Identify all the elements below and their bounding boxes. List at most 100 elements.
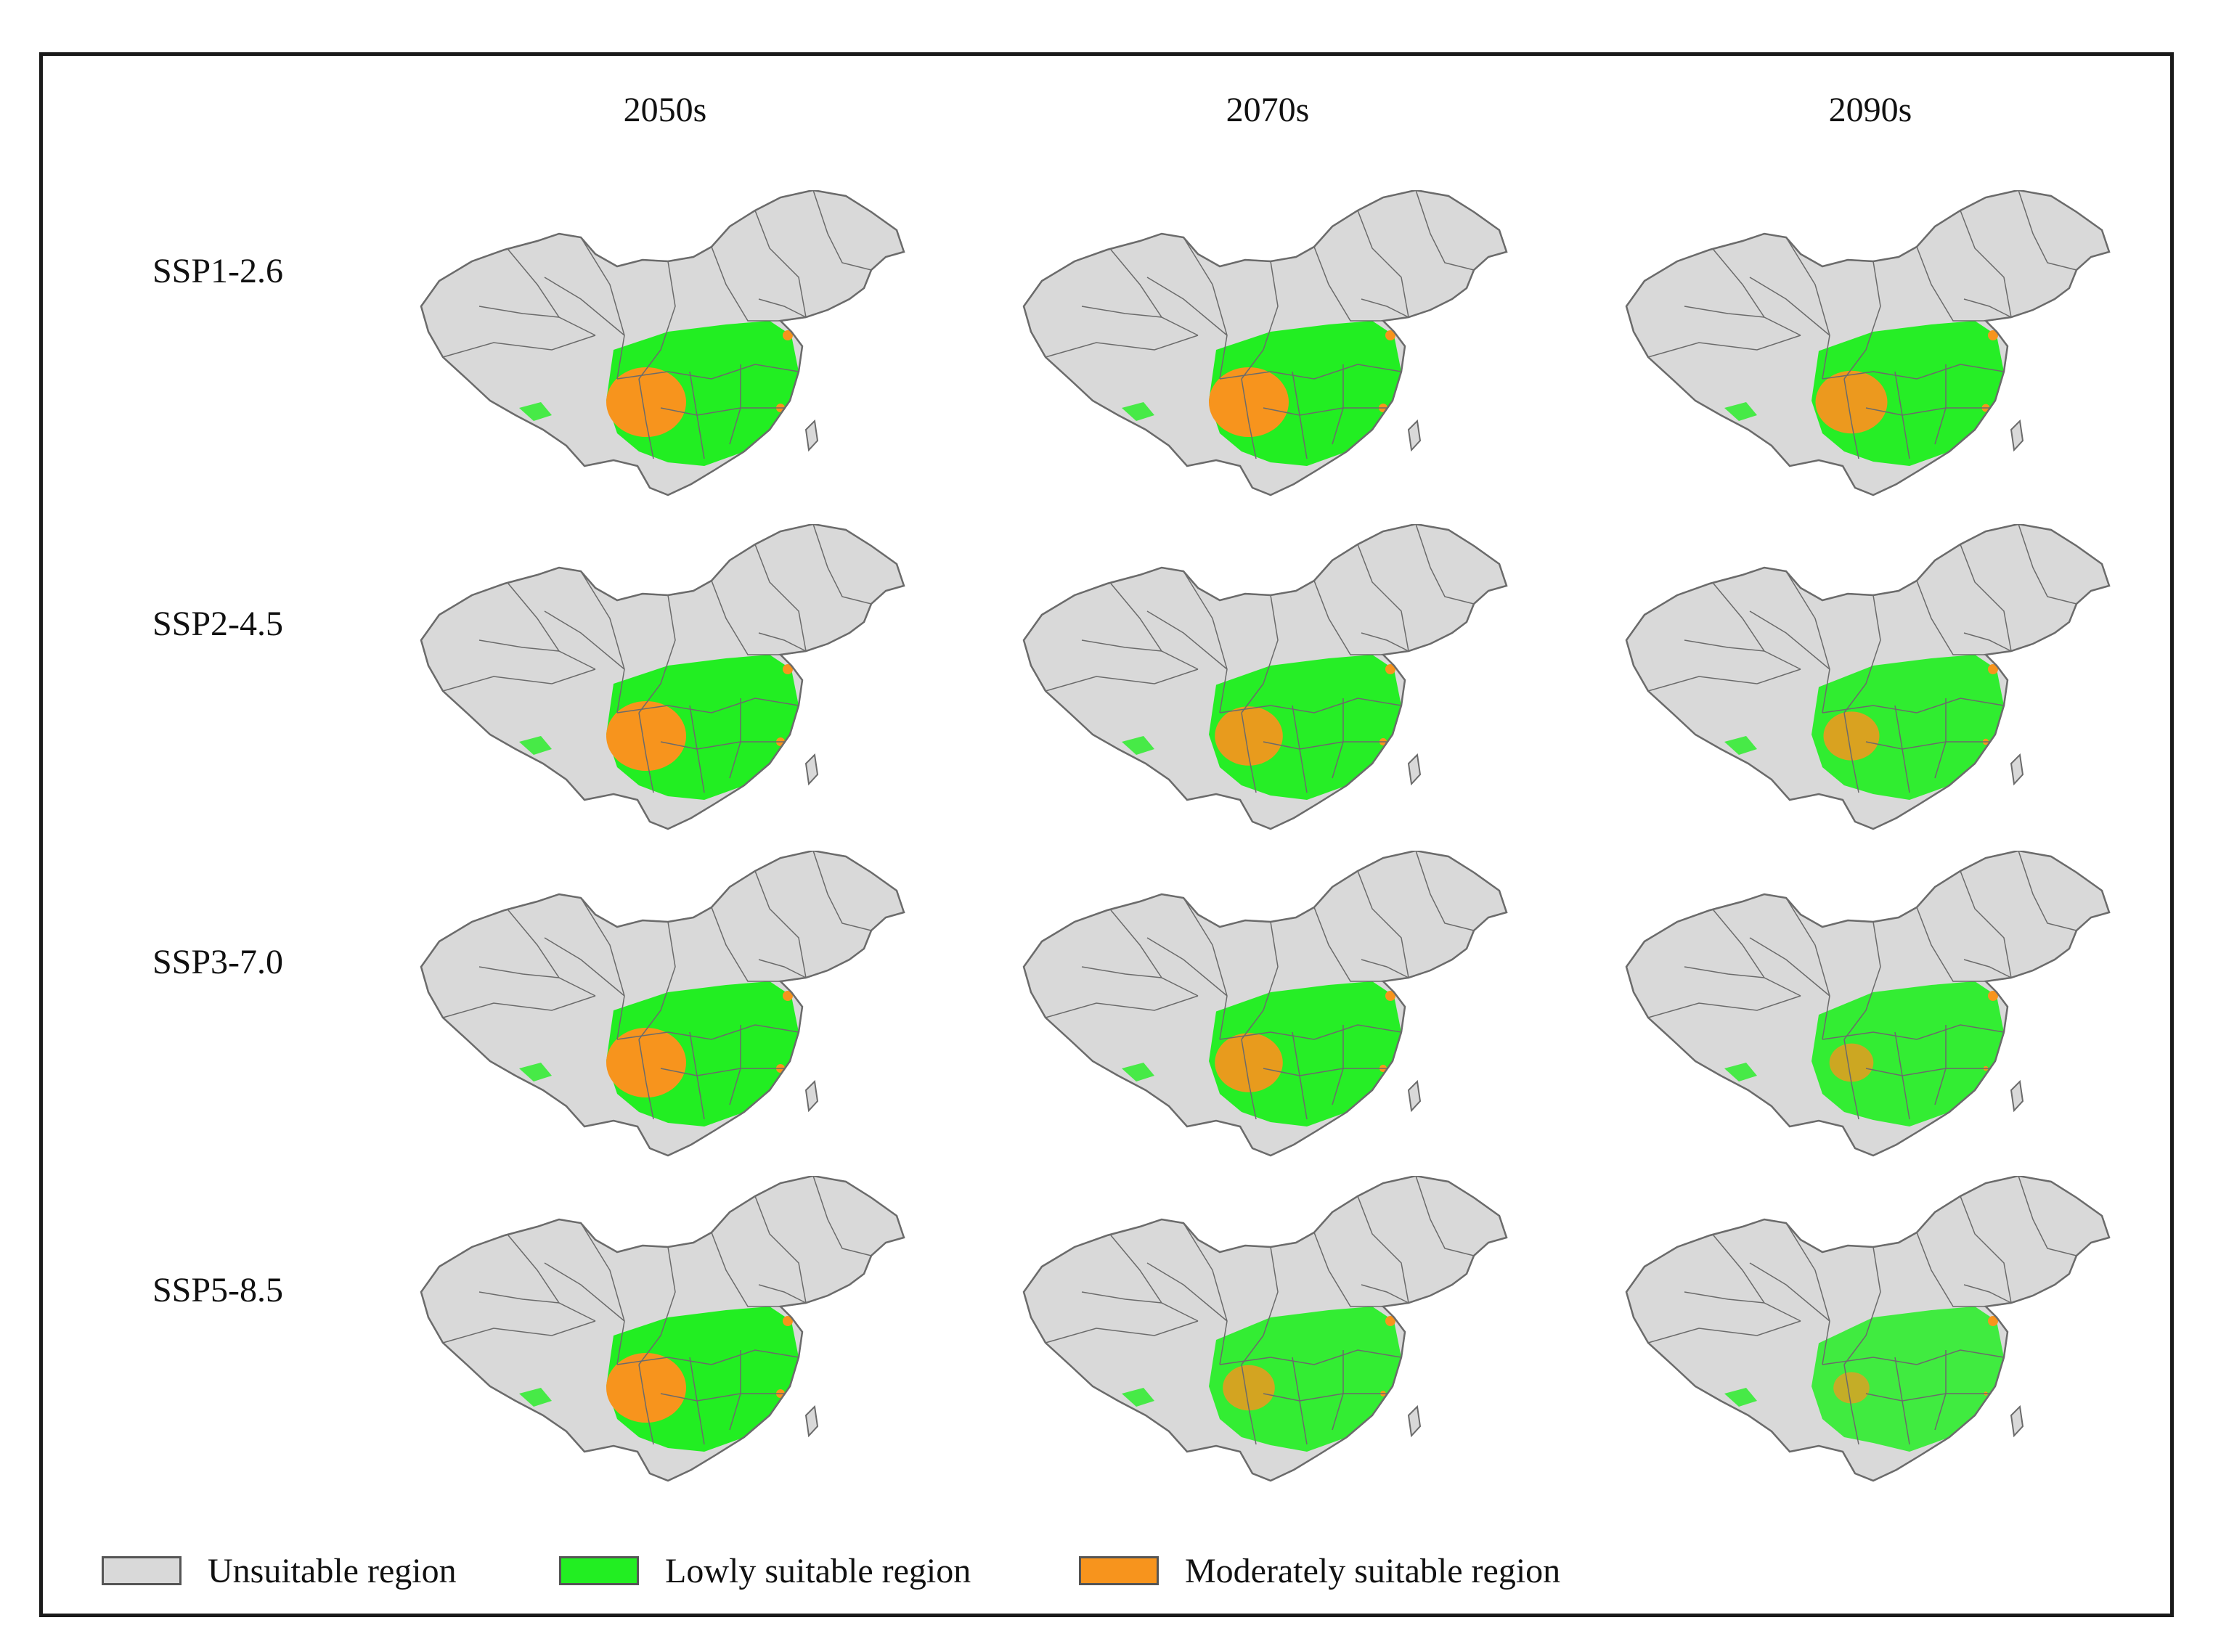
legend-item-moderate: Moderately suitable region: [1079, 1549, 1560, 1592]
country-border: [1625, 524, 2111, 830]
province-border: [1865, 741, 1989, 750]
province-border: [1241, 921, 1279, 1040]
province-border: [1361, 632, 1409, 652]
taiwan-island: [2010, 419, 2024, 452]
moderately-suitable-area: [606, 1028, 686, 1097]
china-map: [1625, 190, 2111, 496]
province-border: [1822, 364, 2005, 380]
lowly-suitable-fringe: [1724, 736, 1757, 755]
province-border: [1415, 524, 1475, 605]
row-header-ssp5: SSP5-8.5: [152, 1271, 284, 1309]
china-map: [420, 524, 905, 830]
legend-label-low: Lowly suitable region: [665, 1551, 971, 1590]
province-border: [711, 1232, 781, 1307]
moderately-suitable-patch: [783, 330, 793, 340]
province-border: [1749, 610, 1830, 670]
province-border: [754, 1195, 807, 1304]
country-border: [420, 190, 905, 496]
taiwan-island: [804, 1079, 819, 1113]
province-border: [2018, 851, 2077, 931]
china-map: [1022, 524, 1508, 830]
province-border: [758, 632, 807, 652]
province-border: [638, 921, 676, 1040]
country-border: [1022, 851, 1508, 1157]
lowly-suitable-fringe: [1724, 402, 1757, 421]
country-border: [1022, 190, 1508, 496]
province-border: [1647, 335, 1801, 358]
province-border: [508, 1235, 596, 1322]
province-border: [1219, 698, 1402, 713]
province-border: [478, 306, 560, 318]
province-border: [1713, 249, 1801, 336]
moderately-suitable-area: [1215, 706, 1283, 766]
china-map: [420, 1176, 905, 1482]
province-border: [1749, 277, 1830, 336]
province-border: [638, 1364, 654, 1445]
province-border: [1357, 210, 1409, 318]
province-border: [1357, 870, 1409, 978]
province-border: [580, 571, 625, 713]
province-border: [1865, 1068, 1989, 1076]
province-border: [711, 246, 781, 322]
legend-label-moderate: Moderately suitable region: [1185, 1551, 1561, 1590]
column-header-2090s: 2090s: [1828, 91, 1912, 129]
province-border: [442, 1320, 596, 1344]
province-border: [1241, 378, 1257, 459]
province-border: [1822, 698, 2005, 713]
province-border: [2018, 524, 2077, 605]
province-border: [1045, 995, 1199, 1018]
province-border: [1313, 246, 1383, 322]
map-ssp3-7-0-2070s: [966, 851, 1532, 1163]
lowly-suitable-fringe: [1724, 1388, 1757, 1407]
lowly-suitable-area: [1209, 1307, 1401, 1452]
province-border: [1963, 632, 2012, 652]
province-border: [754, 210, 807, 318]
moderately-suitable-area: [1223, 1365, 1275, 1411]
province-border: [638, 261, 676, 380]
province-border: [660, 1393, 784, 1402]
province-border: [638, 594, 676, 713]
country-border: [420, 851, 905, 1157]
province-border: [1960, 544, 2012, 652]
province-border: [508, 249, 596, 336]
province-border: [478, 639, 560, 652]
legend-item-low: Lowly suitable region: [559, 1549, 971, 1592]
taiwan-island: [804, 419, 819, 452]
taiwan-island: [1407, 1404, 1422, 1438]
legend-item-unsuitable: Unsuitable region: [102, 1549, 457, 1592]
lowly-suitable-fringe: [1122, 736, 1154, 755]
taiwan-island: [804, 753, 819, 786]
lowly-suitable-area: [1811, 981, 2004, 1126]
province-border: [1241, 1039, 1257, 1120]
moderately-suitable-patch: [783, 664, 793, 674]
province-border: [1916, 246, 1986, 322]
country-border: [1022, 524, 1508, 830]
province-border: [1241, 261, 1279, 380]
province-border: [812, 1176, 872, 1256]
province-border: [1241, 594, 1279, 713]
province-border: [508, 583, 596, 670]
province-border: [1916, 1232, 1986, 1307]
province-border: [1843, 712, 1859, 793]
province-border: [812, 524, 872, 605]
province-border: [2018, 190, 2077, 271]
province-border: [1822, 1349, 2005, 1365]
province-border: [1110, 583, 1199, 670]
province-border: [1263, 1068, 1387, 1076]
province-border: [1241, 1246, 1279, 1365]
lowly-suitable-fringe: [1122, 1063, 1154, 1081]
moderately-suitable-patch: [1385, 664, 1395, 674]
province-border: [758, 1284, 807, 1304]
moderately-suitable-patch: [1988, 1316, 1998, 1326]
taiwan-island: [1407, 419, 1422, 452]
province-border: [1749, 1262, 1830, 1322]
moderately-suitable-area: [606, 1353, 686, 1423]
lowly-suitable-fringe: [1122, 402, 1154, 421]
province-border: [1684, 639, 1765, 652]
column-header-2050s: 2050s: [623, 91, 707, 129]
province-border: [1865, 1393, 1989, 1402]
country-border: [420, 524, 905, 830]
province-border: [1822, 1024, 2005, 1040]
moderately-suitable-patch: [783, 1316, 793, 1326]
province-border: [1263, 741, 1387, 750]
